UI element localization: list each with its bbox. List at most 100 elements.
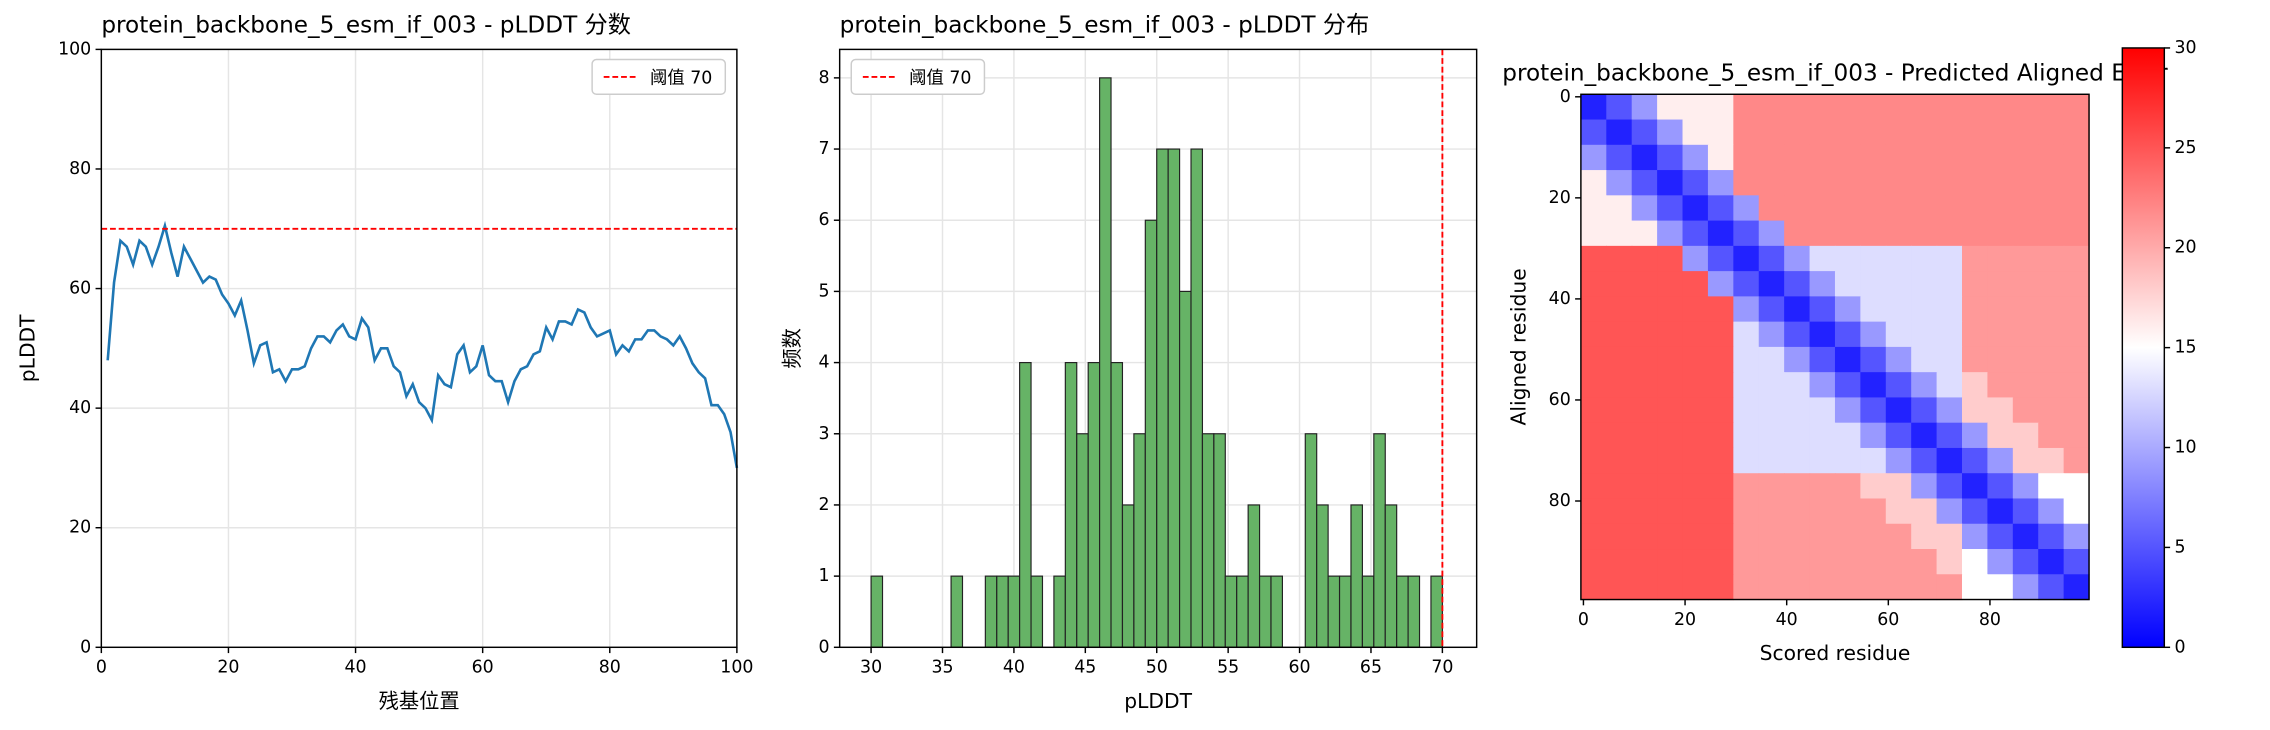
heatmap-cell: [1682, 271, 1709, 297]
heatmap-cell: [2012, 271, 2039, 297]
bar: [1396, 575, 1409, 648]
bar: [1121, 504, 1135, 648]
y-tick-label: 2: [818, 495, 829, 515]
heatmap-cell: [1631, 94, 1658, 121]
heatmap-cell: [1860, 346, 1887, 373]
heatmap-cell: [1987, 220, 2014, 247]
heatmap-cell: [1682, 549, 1709, 575]
heatmap-cell: [1885, 549, 1912, 575]
heatmap-cell: [2038, 372, 2065, 399]
heatmap-cell: [1580, 220, 1607, 247]
y-tick-label: 6: [818, 210, 829, 230]
heatmap-cell: [1860, 220, 1887, 247]
colorbar-tick-label: 5: [2174, 537, 2185, 557]
heatmap-cell: [2063, 321, 2090, 348]
heatmap-cell: [1809, 296, 1836, 323]
heatmap-cell: [1733, 271, 1760, 297]
heatmap-cell: [1784, 296, 1811, 323]
heatmap-cell: [1606, 447, 1633, 474]
heatmap-cell: [1733, 94, 1760, 121]
heatmap-cell: [1733, 195, 1760, 222]
heatmap-cell: [1987, 549, 2014, 575]
heatmap-cell: [1631, 523, 1658, 550]
heatmap-cell: [1936, 195, 1963, 222]
heatmap-cell: [1987, 119, 2014, 146]
heatmap-cell: [1707, 372, 1734, 399]
heatmap-cell: [1657, 321, 1684, 348]
heatmap-cell: [1962, 498, 1988, 525]
heatmap-cell: [1911, 296, 1938, 323]
heatmap-cell: [1860, 296, 1887, 323]
heatmap-cell: [1936, 346, 1963, 373]
heatmap-cell: [1682, 321, 1709, 348]
heatmap-cell: [1733, 170, 1760, 196]
x-tick-label: 0: [96, 658, 107, 678]
heatmap-cell: [1682, 119, 1709, 146]
heatmap-cell: [1885, 245, 1912, 272]
heatmap-cell: [1657, 195, 1684, 222]
heatmap-cell: [1682, 296, 1709, 323]
x-tick-label: 80: [1979, 610, 2001, 630]
bar: [1270, 575, 1283, 648]
heatmap-cell: [1606, 245, 1633, 272]
heatmap-cell: [1707, 144, 1734, 171]
heatmap-cell: [1657, 119, 1684, 146]
heatmap-cell: [1962, 94, 1988, 121]
bar: [1236, 575, 1249, 648]
heatmap-cell: [1758, 321, 1785, 348]
heatmap-cell: [1809, 195, 1836, 222]
heatmap-cell: [2012, 94, 2039, 121]
heatmap-cell: [1911, 397, 1938, 424]
heatmap-cell: [1733, 321, 1760, 348]
heatmap-cell: [1860, 321, 1887, 348]
heatmap-cell: [1936, 94, 1963, 121]
heatmap-cell: [1936, 473, 1963, 500]
x-tick-label: 80: [599, 658, 621, 678]
heatmap-cell: [1631, 422, 1658, 449]
heatmap-cell: [1860, 94, 1887, 121]
heatmap-cell: [1631, 195, 1658, 222]
y-tick-label: 1: [818, 566, 829, 586]
bar: [950, 575, 964, 648]
heatmap-cell: [1936, 372, 1963, 399]
data-line: [106, 220, 739, 469]
heatmap-cell: [1885, 422, 1912, 449]
heatmap-cell: [1936, 220, 1963, 247]
heatmap-cell: [1758, 195, 1785, 222]
heatmap-cell: [1707, 245, 1734, 272]
bar: [1007, 575, 1021, 648]
heatmap-cell: [1834, 195, 1861, 222]
heatmap-cell: [1962, 220, 1988, 247]
heatmap-cell: [2038, 119, 2065, 146]
heatmap-cell: [1606, 94, 1633, 121]
heatmap-cell: [1657, 346, 1684, 373]
chart-title: protein_backbone_5_esm_if_003 - pLDDT 分数: [101, 13, 631, 39]
x-tick-label: 45: [1074, 658, 1096, 678]
heatmap-cell: [2038, 321, 2065, 348]
heatmap-cell: [1606, 170, 1633, 196]
heatmap-cell: [2063, 346, 2090, 373]
heatmap-cell: [1834, 422, 1861, 449]
heatmap-cell: [1733, 447, 1760, 474]
heatmap-cell: [1962, 119, 1988, 146]
heatmap-cell: [1784, 220, 1811, 247]
heatmap-cell: [1580, 170, 1607, 196]
heatmap-cell: [1834, 94, 1861, 121]
heatmap-cell: [1707, 447, 1734, 474]
heatmap-cell: [1809, 422, 1836, 449]
heatmap-cell: [1580, 271, 1607, 297]
y-tick-label: 40: [1549, 289, 1571, 309]
heatmap-cell: [2063, 549, 2090, 575]
heatmap-cell: [1657, 220, 1684, 247]
heatmap-cell: [1885, 372, 1912, 399]
heatmap-cell: [1657, 473, 1684, 500]
heatmap-cell: [1860, 170, 1887, 196]
heatmap-cell: [2038, 523, 2065, 550]
heatmap-cell: [1936, 397, 1963, 424]
heatmap-cell: [1758, 94, 1785, 121]
heatmap-cell: [1733, 119, 1760, 146]
heatmap-cell: [1809, 397, 1836, 424]
heatmap-cell: [1860, 422, 1887, 449]
bar: [1167, 148, 1181, 648]
heatmap-cell: [1936, 447, 1963, 474]
